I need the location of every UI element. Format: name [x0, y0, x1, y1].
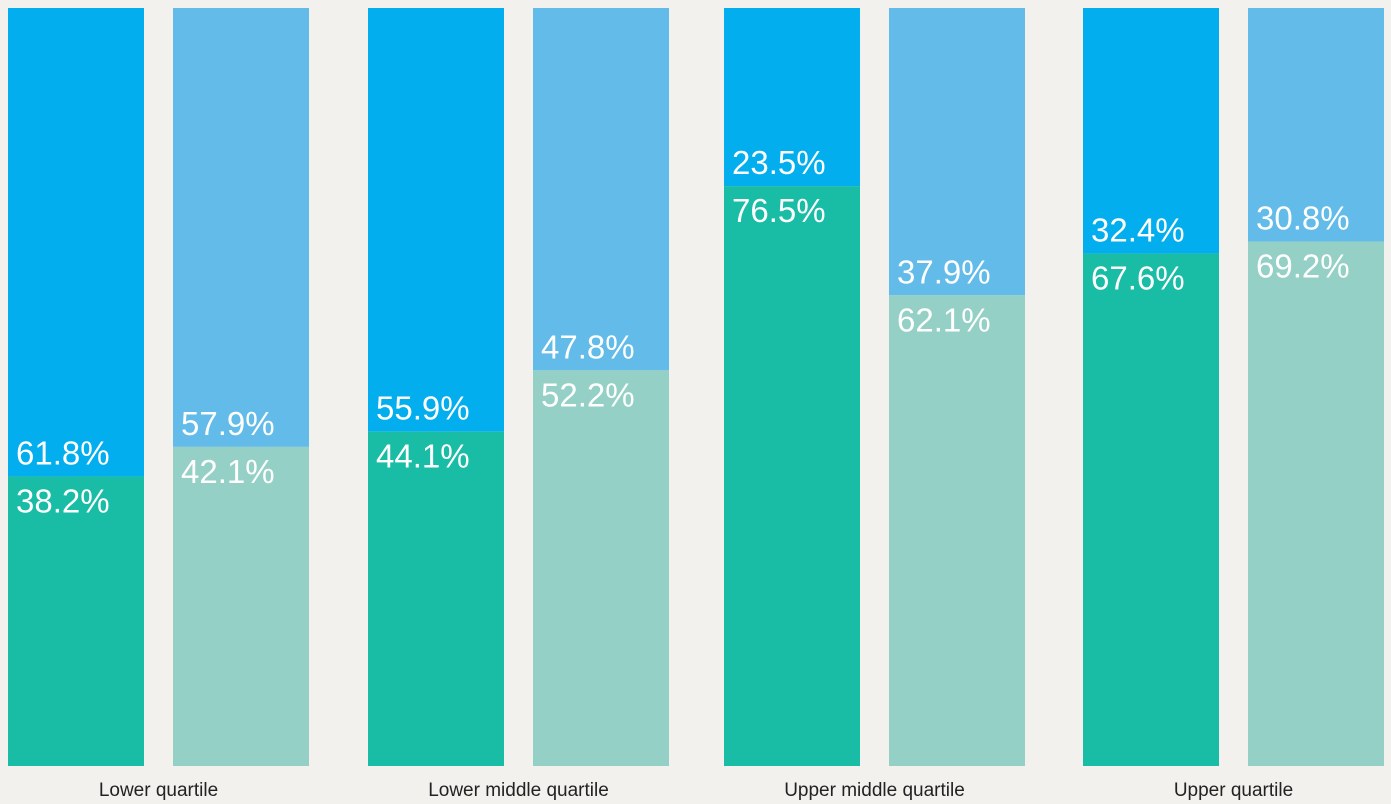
bar-segment-bottom	[1248, 241, 1384, 767]
bars-layer	[8, 8, 1384, 767]
bar-segment-top	[889, 8, 1025, 296]
bar-segment-bottom	[889, 295, 1025, 766]
value-label-bottom: 67.6%	[1091, 260, 1185, 297]
bar-segment-bottom	[8, 476, 144, 766]
bar-segment-top	[8, 8, 144, 477]
bar-segment-bottom	[724, 186, 860, 766]
value-label-bottom: 38.2%	[16, 482, 110, 519]
value-label-top: 37.9%	[897, 253, 991, 290]
value-label-bottom: 44.1%	[376, 438, 470, 475]
value-label-top: 23.5%	[732, 144, 826, 181]
value-label-top: 61.8%	[16, 434, 110, 471]
value-label-bottom: 52.2%	[541, 376, 635, 413]
bar-segment-top	[173, 8, 309, 447]
bar-segment-bottom	[368, 431, 504, 766]
value-labels-layer: 61.8% 38.2% 57.9% 42.1% 55.9% 44.1% 47.8% 52.2%…	[16, 144, 1350, 519]
value-label-bottom: 62.1%	[897, 301, 991, 338]
value-label-bottom: 69.2%	[1256, 247, 1350, 284]
value-label-bottom: 42.1%	[181, 453, 275, 490]
bar-segment-top	[533, 8, 669, 371]
bar-segment-bottom	[173, 446, 309, 766]
value-label-top: 30.8%	[1256, 199, 1350, 236]
bar-segment-bottom	[1083, 253, 1219, 767]
category-label: Lower quartile	[99, 780, 218, 801]
category-label: Lower middle quartile	[428, 780, 609, 801]
value-label-top: 57.9%	[181, 405, 275, 442]
bar-segment-top	[1248, 8, 1384, 242]
value-label-top: 55.9%	[376, 390, 470, 427]
category-label: Upper quartile	[1174, 780, 1293, 801]
category-label: Upper middle quartile	[784, 780, 965, 801]
bar-segment-top	[1083, 8, 1219, 254]
value-label-bottom: 76.5%	[732, 192, 826, 229]
bar-segment-top	[724, 8, 860, 187]
value-label-top: 32.4%	[1091, 212, 1185, 249]
bar-segment-bottom	[533, 370, 669, 766]
bar-segment-top	[368, 8, 504, 432]
value-label-top: 47.8%	[541, 328, 635, 365]
category-labels-layer: Lower quartile Lower middle quartile Upper…	[99, 780, 1293, 801]
